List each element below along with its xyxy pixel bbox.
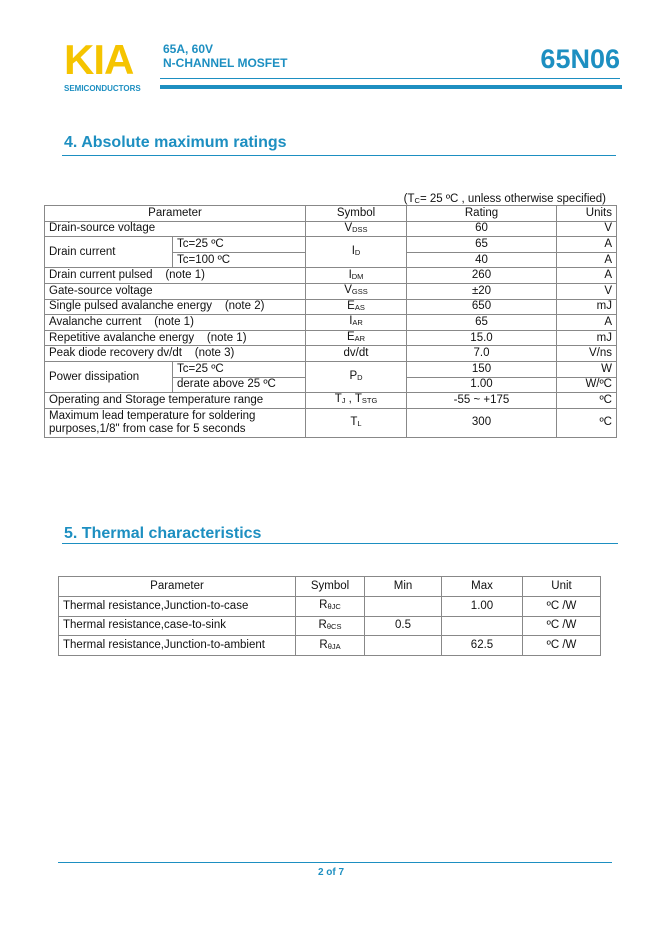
table-row: Thermal resistance,case-to-sink RθCS 0.5 ºC… xyxy=(58,615,601,637)
table-row: Single pulsed avalanche energy (note 2) E… xyxy=(44,298,617,316)
header-device-type: N-CHANNEL MOSFET xyxy=(163,56,288,70)
table-row: Peak diode recovery dv/dt (note 3) dv/dt 7… xyxy=(44,345,617,362)
table-header-row: Parameter Symbol Min Max Unit xyxy=(58,576,601,597)
section-5-title: 5. Thermal characteristics xyxy=(64,525,262,542)
logo-subtitle: SEMICONDUCTORS xyxy=(64,84,141,93)
table-row: Gate-source voltage VGSS ±20 V xyxy=(44,282,617,300)
kia-logo: KIA xyxy=(64,36,134,83)
table-row: Avalanche current (note 1) IAR 65 A xyxy=(44,314,617,331)
table-row: Thermal resistance,Junction-to-case RθJC 1… xyxy=(58,595,601,617)
page-number: 2 of 7 xyxy=(317,867,345,878)
table-row: Thermal resistance,Junction-to-ambient Rθ… xyxy=(58,635,601,657)
part-number: 65N06 xyxy=(540,44,620,74)
table-row: Operating and Storage temperature range T… xyxy=(44,392,617,409)
header-rating: 65A, 60V xyxy=(163,42,214,56)
section-5-underline xyxy=(62,543,618,544)
table-row: Power dissipation Tc=25 ºC PD 150 W xyxy=(44,360,617,394)
table-row: Drain current pulsed (note 1) IDM 260 A xyxy=(44,267,617,284)
table-row: Drain current Tc=25 ºC ID 65 A xyxy=(44,236,617,269)
table-row: Maximum lead temperature for soldering pu… xyxy=(44,407,617,438)
table-row: Repetitive avalanche energy (note 1) EAR 1… xyxy=(44,329,617,347)
section-4-underline xyxy=(62,155,616,156)
table-row: Drain-source voltage VDSS 60 V xyxy=(44,220,617,238)
conditions-note: (TC= 25 ºC , unless otherwise specified) xyxy=(403,193,606,205)
section-4-title: 4. Absolute maximum ratings xyxy=(64,134,287,151)
thermal-characteristics-table: Parameter Symbol Min Max Unit Thermal resist… xyxy=(58,576,601,657)
absolute-max-ratings-table: Parameter Symbol Rating Units Drain-source … xyxy=(44,205,617,438)
table-header-row: Parameter Symbol Rating Units xyxy=(44,205,617,222)
header-divider-thick xyxy=(160,85,622,89)
footer-divider xyxy=(58,862,612,863)
header-divider xyxy=(160,78,620,79)
